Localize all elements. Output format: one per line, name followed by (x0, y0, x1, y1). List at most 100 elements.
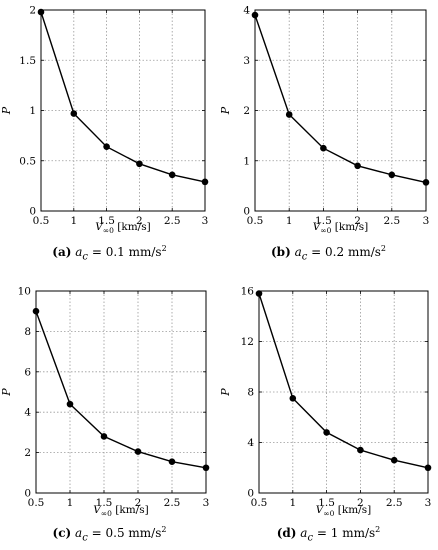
chart-a-caption-letter: (a) (52, 245, 72, 259)
chart-d-data-point-3 (357, 446, 364, 454)
chart-c-y-axis-label: P (0, 388, 13, 397)
chart-b-xtick-label-1: 1 (286, 215, 293, 227)
chart-panel-c: 0.5 1 1.5 2 2.5 3 0 2 4 6 8 10 P V∞0 [km/s] (c) ac = … (0, 275, 219, 550)
chart-a-ytick-label-0: 0 (29, 206, 36, 218)
chart-d-caption: (d) ac = 1 mm/s2 (219, 525, 438, 543)
chart-b-xtick-label-2: 1.5 (315, 215, 332, 227)
chart-b-caption-value: = 0.2 mm/s (311, 245, 381, 259)
chart-d-ytick-label-2: 8 (247, 387, 254, 399)
chart-b-xtick-label-5: 3 (423, 215, 430, 227)
chart-d-ytick-label-4: 16 (241, 286, 255, 298)
chart-b-data-point-3 (354, 162, 361, 170)
chart-a-xtick-label-4: 2.5 (164, 215, 181, 227)
chart-c-xtick-label-1: 1 (67, 497, 74, 509)
chart-b-caption-math: a (294, 245, 302, 259)
chart-b-series-line (254, 14, 427, 184)
chart-d-ytick-label-3: 12 (241, 336, 254, 348)
chart-a-caption-value: = 0.1 mm/s (91, 245, 162, 259)
chart-a-xtick-label-1: 1 (70, 215, 77, 227)
chart-a-data-point-4 (168, 171, 176, 179)
chart-b-xtick-label-4: 2.5 (383, 215, 400, 227)
chart-d-ytick-label-0: 0 (247, 488, 254, 500)
chart-d-plot: 0.5 1 1.5 2 2.5 3 0 4 8 12 16 P V∞0 [km/s] (219, 286, 432, 519)
chart-c-ytick-label-1: 2 (24, 447, 31, 459)
chart-d-ytick-label-1: 4 (247, 437, 254, 449)
chart-panel-a: 0.5 1 1.5 2 2.5 3 0 0.5 1 1.5 2 P V∞0 [km/s] (a) ac … (0, 0, 219, 275)
chart-a-ytick-label-4: 2 (29, 5, 36, 17)
chart-b-data-point-2 (320, 144, 327, 152)
chart-b-caption-exp: 2 (380, 244, 386, 253)
chart-a-data-point-0 (37, 8, 45, 16)
chart-c-data-point-0 (32, 307, 40, 315)
chart-a-caption: (a) ac = 0.1 mm/s2 (0, 244, 219, 262)
chart-a-x-axis-label: V∞0 [km/s] (95, 221, 150, 235)
chart-d-xtick-label-3: 2 (357, 497, 364, 509)
chart-a-ytick-label-2: 1 (29, 105, 36, 117)
chart-d-xtick-label-0: 0.5 (251, 497, 268, 509)
chart-b-ytick-label-2: 2 (243, 105, 250, 117)
chart-b-caption-sub: c (301, 251, 308, 263)
chart-a-data-point-1 (70, 110, 78, 117)
chart-c-xtick-label-5: 3 (203, 497, 210, 509)
chart-c-xtick-label-3: 2 (135, 497, 142, 509)
chart-c-caption-letter: (c) (52, 526, 72, 540)
chart-b-ytick-label-4: 4 (243, 5, 250, 17)
chart-d-data-point-2 (323, 429, 330, 436)
chart-a-caption-math: a (75, 245, 83, 259)
chart-c-axes-frame (35, 290, 207, 494)
chart-d-caption-letter: (d) (276, 526, 297, 540)
chart-b-ytick-label-1: 1 (243, 155, 250, 167)
chart-a-xtick-label-3: 2 (136, 215, 143, 227)
chart-a-xtick-label-0: 0.5 (33, 215, 50, 227)
chart-d-caption-exp: 2 (375, 525, 381, 534)
chart-a-series-line (40, 11, 206, 183)
chart-c-series-line (35, 310, 207, 469)
chart-b-caption-letter: (b) (271, 245, 291, 259)
chart-d-xtick-label-5: 3 (425, 497, 432, 509)
chart-c-caption: (c) ac = 0.5 mm/s2 (0, 525, 219, 543)
chart-a-y-axis-label: P (0, 106, 13, 115)
chart-a-data-point-2 (103, 143, 110, 150)
chart-c-x-axis-label: V∞0 [km/s] (93, 504, 148, 518)
chart-c-data-point-1 (66, 400, 74, 408)
chart-c-data-point-2 (100, 433, 108, 440)
chart-c-data-point-3 (134, 448, 142, 455)
chart-a-ytick-label-3: 1.5 (19, 55, 36, 67)
chart-c-ytick-label-2: 4 (24, 407, 31, 419)
chart-c-ytick-label-4: 8 (24, 326, 31, 338)
chart-b-data-point-5 (422, 179, 430, 186)
chart-c-data-point-4 (168, 458, 176, 465)
chart-a-xtick-label-2: 1.5 (98, 215, 115, 227)
chart-b-ytick-label-0: 0 (243, 206, 250, 218)
chart-d-series-line (258, 293, 429, 469)
chart-a-caption-sub: c (82, 251, 89, 263)
chart-d-caption-math: a (300, 526, 308, 540)
chart-a-ytick-label-1: 0.5 (19, 155, 36, 167)
chart-b-caption: (b) ac = 0.2 mm/s2 (219, 244, 438, 262)
chart-d-data-point-5 (424, 464, 432, 472)
chart-panel-d: 0.5 1 1.5 2 2.5 3 0 4 8 12 16 P V∞0 [km/s] (d) ac = … (219, 275, 438, 550)
chart-b-y-axis-label: P (219, 106, 232, 115)
chart-c-plot: 0.5 1 1.5 2 2.5 3 0 2 4 6 8 10 P V∞0 [km/s] (0, 286, 210, 519)
chart-c-xtick-label-4: 2.5 (164, 497, 181, 509)
chart-c-caption-math: a (75, 526, 83, 540)
chart-b-plot: 0.5 1 1.5 2 2.5 3 0 1 2 3 4 P V∞0 [km/s] (219, 5, 430, 236)
chart-c-ytick-label-0: 0 (24, 488, 31, 500)
chart-b-data-point-0 (251, 11, 259, 19)
chart-d-data-point-0 (255, 290, 263, 297)
chart-a-data-point-3 (136, 160, 143, 168)
chart-c-ytick-label-3: 6 (24, 366, 31, 378)
chart-b-ytick-label-3: 3 (243, 55, 250, 67)
chart-b-xtick-label-3: 2 (354, 215, 361, 227)
chart-c-data-point-5 (202, 464, 210, 472)
chart-d-xtick-label-1: 1 (289, 497, 296, 509)
chart-a-xtick-label-5: 3 (202, 215, 209, 227)
chart-d-caption-value: = 1 mm/s (316, 526, 376, 540)
chart-c-caption-sub: c (82, 532, 88, 544)
chart-d-y-axis-label: P (219, 388, 232, 397)
chart-d-x-axis-label: V∞0 [km/s] (316, 504, 371, 518)
chart-c-ytick-label-5: 10 (18, 286, 31, 298)
chart-d-caption-sub: c (307, 532, 314, 544)
chart-c-caption-value: = 0.5 mm/s (91, 526, 162, 540)
